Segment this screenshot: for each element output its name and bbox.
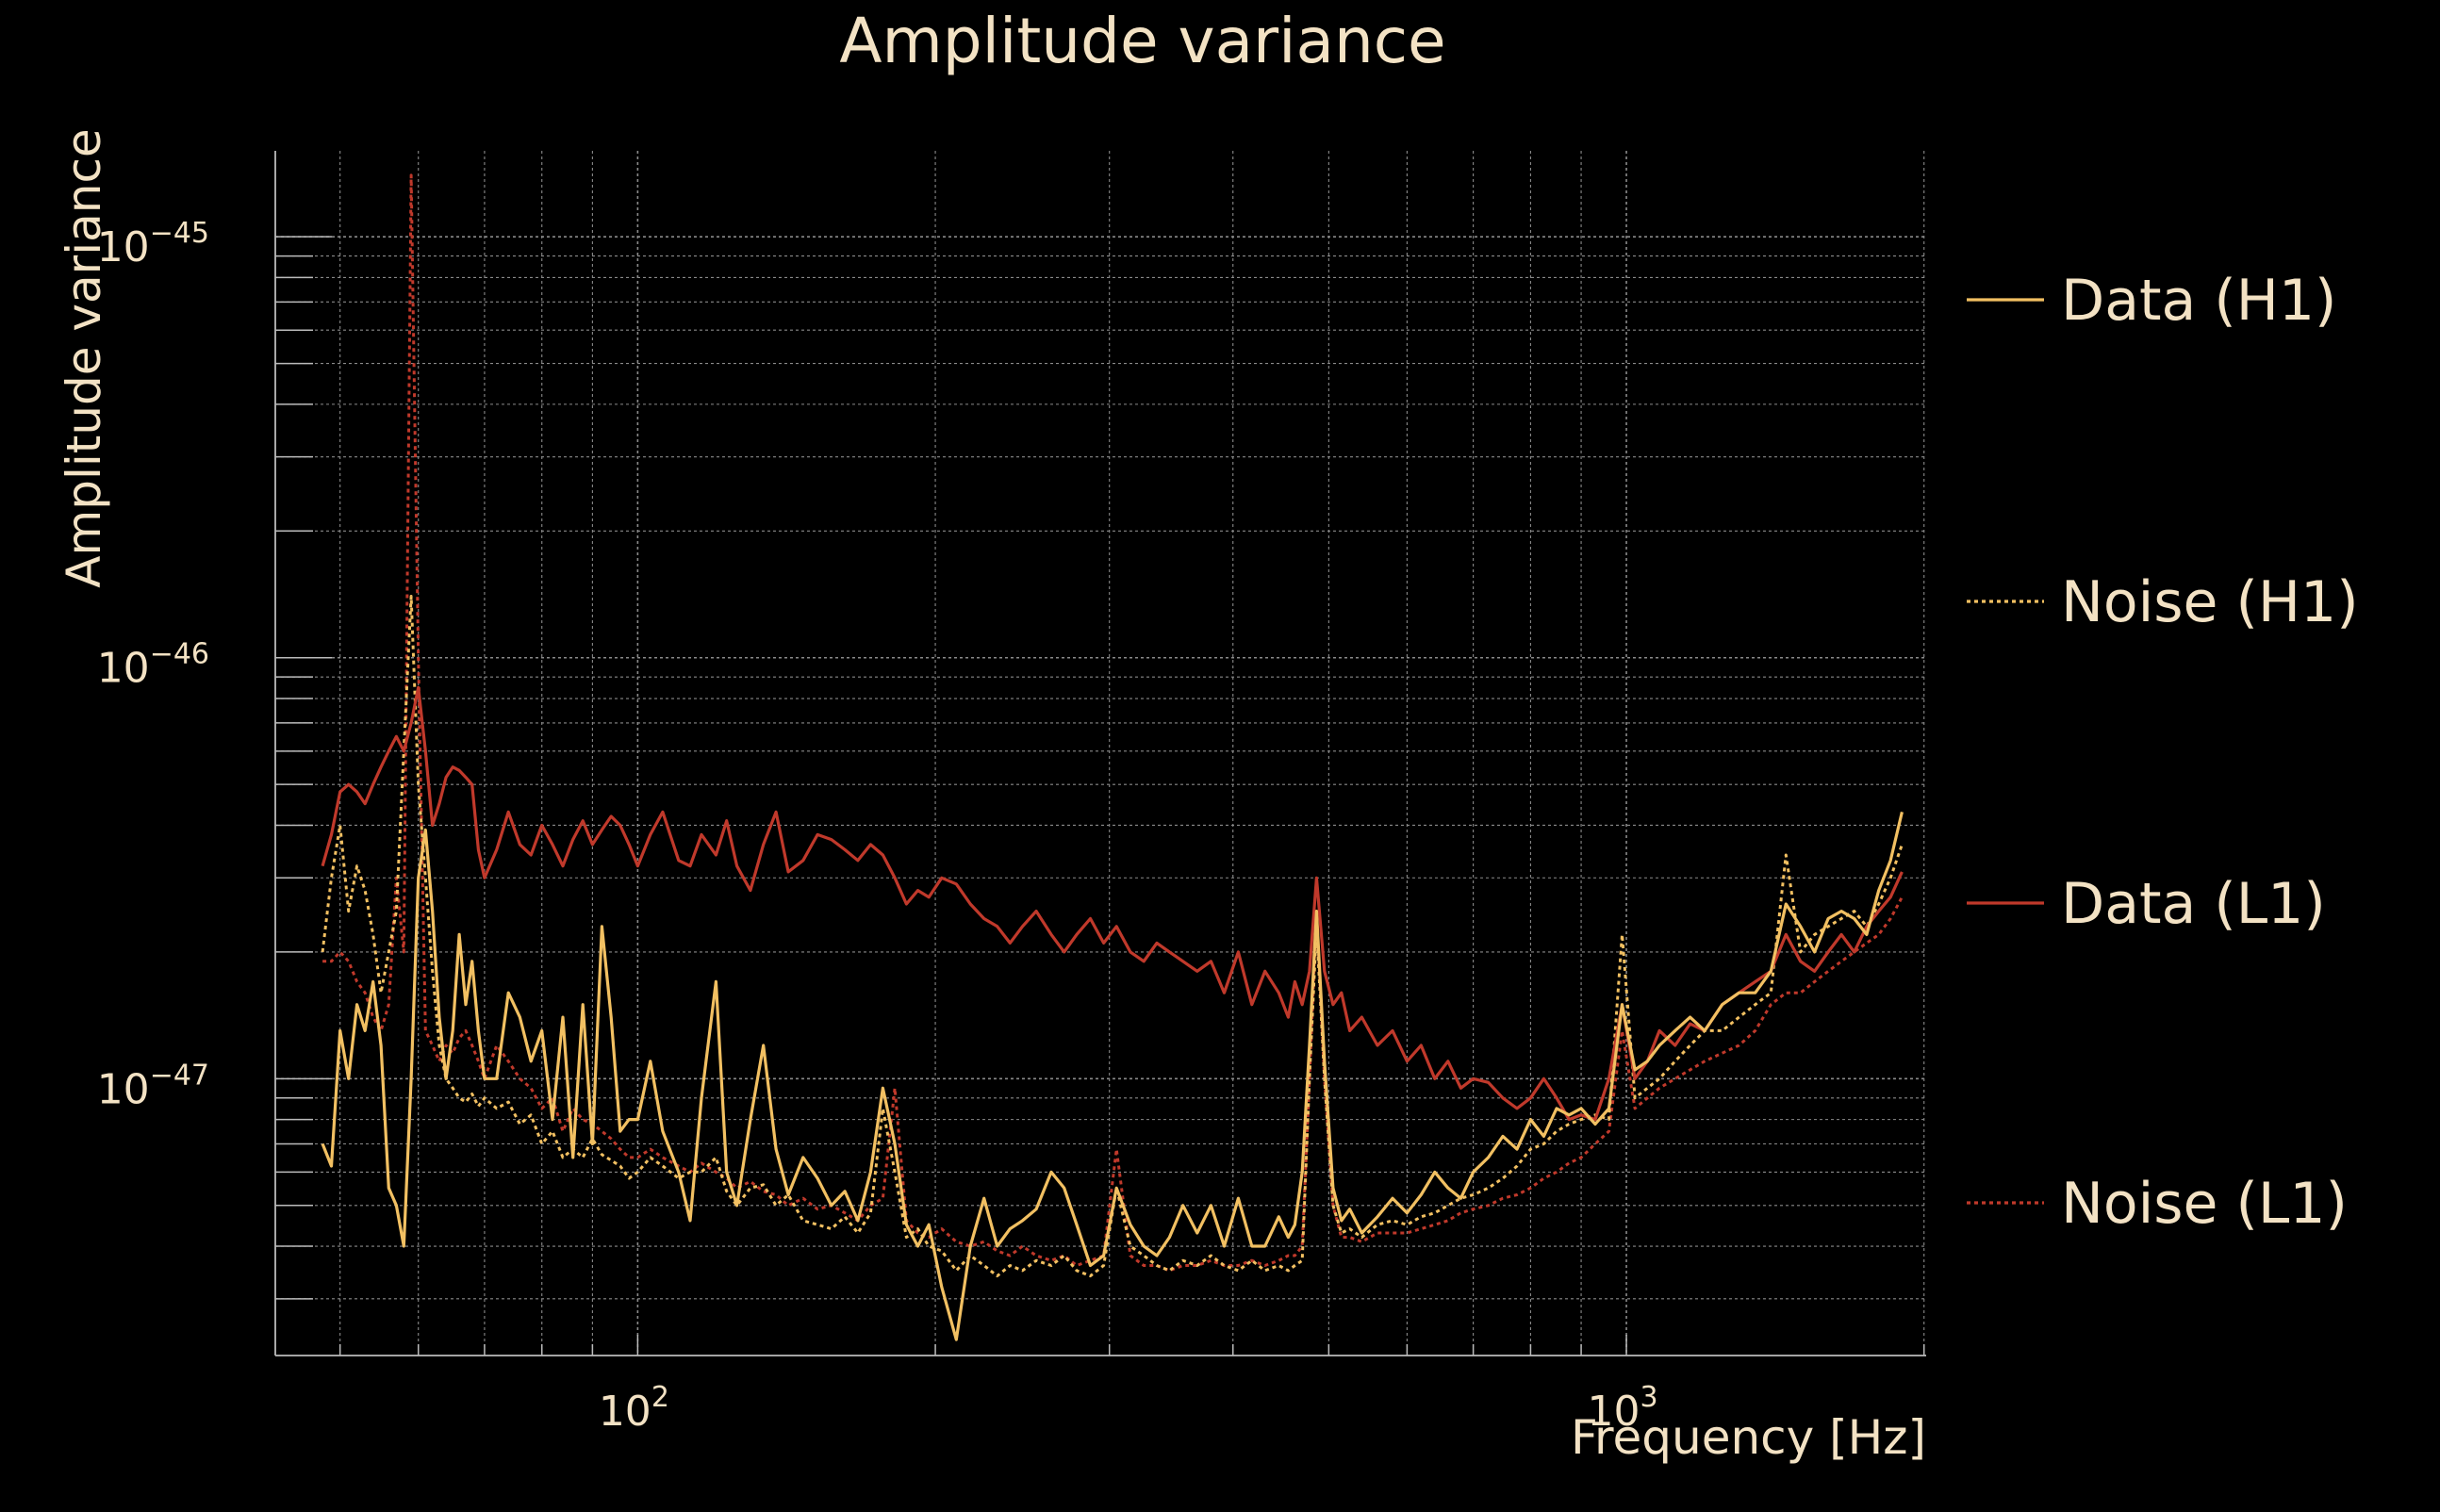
legend-label: Data (H1): [2061, 268, 2336, 334]
y-axis-label: Amplitude variance: [57, 128, 111, 587]
legend-label: Noise (H1): [2061, 569, 2359, 635]
grid-lines: [275, 151, 1926, 1356]
x-tick-label: 102: [599, 1381, 669, 1436]
series-line-data-h1: [321, 812, 1904, 1341]
tick-labels: 102 103 10−45 10−46 10−47: [97, 217, 1658, 1436]
series-lines: [321, 173, 1904, 1341]
chart-title: Amplitude variance: [839, 5, 1445, 77]
legend-label: Noise (L1): [2061, 1171, 2348, 1237]
series-line-noise-l1: [322, 173, 1904, 1273]
axes-frame: [274, 151, 1926, 1356]
legend: Data (H1) Noise (H1) Data (L1) Noise (L1): [1967, 268, 2359, 1237]
x-axis-label: Frequency [Hz]: [1571, 1410, 1926, 1465]
y-tick-label: 10−45: [97, 217, 209, 271]
y-tick-label: 10−47: [97, 1059, 209, 1113]
y-tick-label: 10−46: [97, 638, 209, 693]
x-tick-label: 103: [1587, 1381, 1657, 1436]
legend-label: Data (L1): [2061, 871, 2326, 937]
